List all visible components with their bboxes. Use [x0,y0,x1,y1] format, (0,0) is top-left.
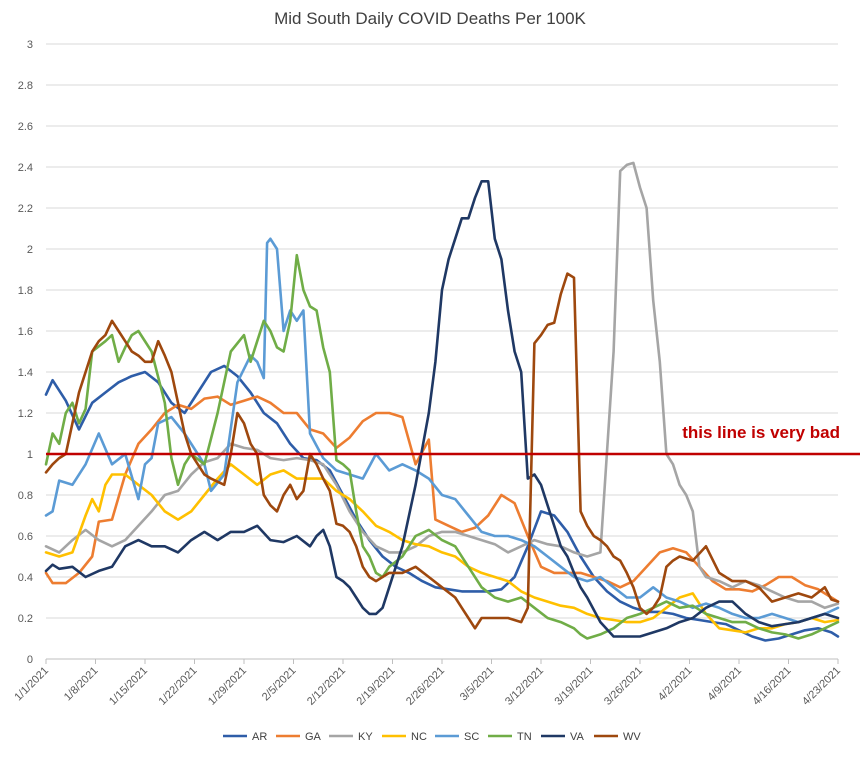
series-line-va [44,180,840,638]
series-line-wv [44,272,840,630]
y-tick-label: 2.8 [18,80,33,92]
legend-label-va: VA [570,731,585,743]
y-tick-label: 1.6 [18,326,33,338]
chart-title: Mid South Daily COVID Deaths Per 100K [274,9,586,28]
series-lines [44,161,840,642]
legend-label-tn: TN [517,731,532,743]
series-line-ky [44,161,840,610]
legend-label-ar: AR [252,731,267,743]
y-tick-label: 1.4 [18,367,33,379]
y-tick-label: 3 [27,39,33,51]
y-tick-label: 2.4 [18,162,33,174]
legend-label-ga: GA [305,731,322,743]
reference-line-group: this line is very bad [46,423,860,456]
y-tick-label: 2.2 [18,203,33,215]
reference-line-label: this line is very bad [682,423,840,442]
y-tick-label: 2 [27,244,33,256]
y-tick-label: 0.8 [18,490,33,502]
y-tick-label: 0 [27,654,33,666]
y-tick-label: 1.2 [18,408,33,420]
y-tick-label: 1 [27,449,33,461]
y-axis-ticks: 0 0.2 0.4 0.6 0.8 1 1.2 1.4 1.6 1.8 2 2.2 2.4 2.6 2.8 3 [18,39,33,666]
legend: AR GA KY NC SC TN VA WV [223,731,641,743]
y-tick-label: 2.6 [18,121,33,133]
y-tick-label: 0.2 [18,613,33,625]
legend-label-ky: KY [358,731,373,743]
series-line-tn [44,253,840,640]
series-line-nc [44,463,840,634]
legend-label-wv: WV [623,731,641,743]
y-tick-label: 0.6 [18,531,33,543]
series-line-sc [44,237,840,624]
legend-label-nc: NC [411,731,427,743]
y-tick-label: 1.8 [18,285,33,297]
legend-label-sc: SC [464,731,479,743]
y-tick-label: 0.4 [18,572,33,584]
